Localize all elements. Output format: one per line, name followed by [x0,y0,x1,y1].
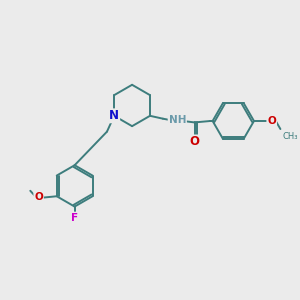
Text: N: N [109,109,119,122]
Text: O: O [190,136,200,148]
Text: NH: NH [169,116,186,125]
Text: CH₃: CH₃ [283,133,298,142]
Text: F: F [71,212,78,223]
Text: O: O [267,116,276,126]
Text: O: O [34,192,43,202]
